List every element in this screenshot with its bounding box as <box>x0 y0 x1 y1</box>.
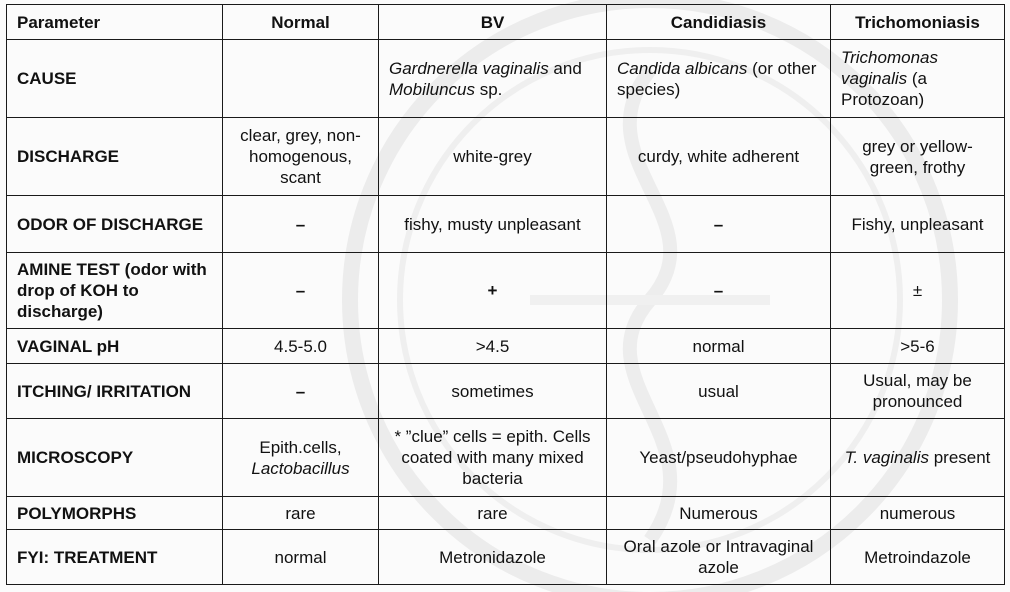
table-row: FYI: TREATMENT normal Metronidazole Oral… <box>6 529 1005 585</box>
cell-microscopy-bv: * ”clue” cells = epith. Cells coated wit… <box>378 418 607 497</box>
cell-discharge-candidiasis: curdy, white adherent <box>606 117 831 196</box>
microscopy-normal-text: Epith.cells, <box>259 437 342 457</box>
cell-ph-candidiasis: normal <box>606 328 831 364</box>
header-row: Parameter Normal BV Candidiasis Trichomo… <box>6 4 1005 40</box>
cell-treatment-trichomoniasis: Metroindazole <box>830 529 1005 585</box>
header-bv: BV <box>378 4 607 40</box>
cell-odor-bv: fishy, musty unpleasant <box>378 195 607 253</box>
table-row: AMINE TEST (odor with drop of KOH to dis… <box>6 252 1005 329</box>
header-parameter: Parameter <box>6 4 223 40</box>
cell-amine-normal: – <box>222 252 379 329</box>
cell-itching-candidiasis: usual <box>606 363 831 419</box>
cell-discharge-normal: clear, grey, non-homogenous, scant <box>222 117 379 196</box>
cell-itching-trichomoniasis: Usual, may be pronounced <box>830 363 1005 419</box>
cell-odor-candidiasis: – <box>606 195 831 253</box>
cell-microscopy-trichomoniasis: T. vaginalis present <box>830 418 1005 497</box>
table-row: ITCHING/ IRRITATION – sometimes usual Us… <box>6 363 1005 419</box>
microscopy-trich-text: present <box>928 448 991 467</box>
table-row: DISCHARGE clear, grey, non-homogenous, s… <box>6 117 1005 196</box>
cell-itching-normal: – <box>222 363 379 419</box>
cell-odor-normal: – <box>222 195 379 253</box>
header-trichomoniasis: Trichomoniasis <box>830 4 1005 40</box>
organism-candida: Candida albicans <box>617 58 748 78</box>
cell-amine-trichomoniasis: ± <box>830 252 1005 329</box>
cell-discharge-trichomoniasis: grey or yellow-green, frothy <box>830 117 1005 196</box>
cell-treatment-normal: normal <box>222 529 379 585</box>
row-label-ph: VAGINAL pH <box>6 328 223 364</box>
cause-cand-text: (or other species) <box>617 58 817 99</box>
comparison-table: Parameter Normal BV Candidiasis Trichomo… <box>6 4 1005 585</box>
row-label-discharge: DISCHARGE <box>6 117 223 196</box>
table-row: POLYMORPHS rare rare Numerous numerous <box>6 496 1005 530</box>
cell-ph-bv: >4.5 <box>378 328 607 364</box>
header-candidiasis: Candidiasis <box>606 4 831 40</box>
table-row: MICROSCOPY Epith.cells, Lactobacillus * … <box>6 418 1005 497</box>
cause-bv-text-2: sp. <box>475 79 503 99</box>
cell-itching-bv: sometimes <box>378 363 607 419</box>
row-label-cause: CAUSE <box>6 39 223 118</box>
cell-ph-trichomoniasis: >5-6 <box>830 328 1005 364</box>
cause-bv-text: and <box>548 58 582 78</box>
cause-trich-text: (a Protozoan) <box>841 69 927 109</box>
cell-amine-candidiasis: – <box>606 252 831 329</box>
organism-t-vaginalis: T. vaginalis <box>844 448 929 467</box>
cell-polymorphs-normal: rare <box>222 496 379 530</box>
row-label-microscopy: MICROSCOPY <box>6 418 223 497</box>
cell-microscopy-candidiasis: Yeast/pseudohyphae <box>606 418 831 497</box>
row-label-treatment: FYI: TREATMENT <box>6 529 223 585</box>
row-label-amine: AMINE TEST (odor with drop of KOH to dis… <box>6 252 223 329</box>
table-row: VAGINAL pH 4.5-5.0 >4.5 normal >5-6 <box>6 328 1005 364</box>
cell-odor-trichomoniasis: Fishy, unpleasant <box>830 195 1005 253</box>
cell-amine-bv: + <box>378 252 607 329</box>
cell-discharge-bv: white-grey <box>378 117 607 196</box>
cell-treatment-bv: Metronidazole <box>378 529 607 585</box>
cell-polymorphs-candidiasis: Numerous <box>606 496 831 530</box>
table-row: ODOR OF DISCHARGE – fishy, musty unpleas… <box>6 195 1005 253</box>
cell-treatment-candidiasis: Oral azole or Intravaginal azole <box>606 529 831 585</box>
organism-mobiluncus: Mobiluncus <box>389 79 475 99</box>
header-normal: Normal <box>222 4 379 40</box>
cell-polymorphs-trichomoniasis: numerous <box>830 496 1005 530</box>
cell-cause-bv: Gardnerella vaginalis and Mobiluncus sp. <box>378 39 607 118</box>
cell-cause-candidiasis: Candida albicans (or other species) <box>606 39 831 118</box>
organism-lactobacillus: Lactobacillus <box>251 458 350 478</box>
row-label-polymorphs: POLYMORPHS <box>6 496 223 530</box>
cell-polymorphs-bv: rare <box>378 496 607 530</box>
organism-gardnerella: Gardnerella vaginalis <box>389 58 549 78</box>
row-label-odor: ODOR OF DISCHARGE <box>6 195 223 253</box>
table-row: CAUSE Gardnerella vaginalis and Mobilunc… <box>6 39 1005 118</box>
organism-trichomonas: Trichomonas vaginalis <box>841 48 938 88</box>
row-label-itching: ITCHING/ IRRITATION <box>6 363 223 419</box>
cell-ph-normal: 4.5-5.0 <box>222 328 379 364</box>
cell-microscopy-normal: Epith.cells, Lactobacillus <box>222 418 379 497</box>
cell-cause-normal <box>222 39 379 118</box>
cell-cause-trichomoniasis: Trichomonas vaginalis (a Protozoan) <box>830 39 1005 118</box>
